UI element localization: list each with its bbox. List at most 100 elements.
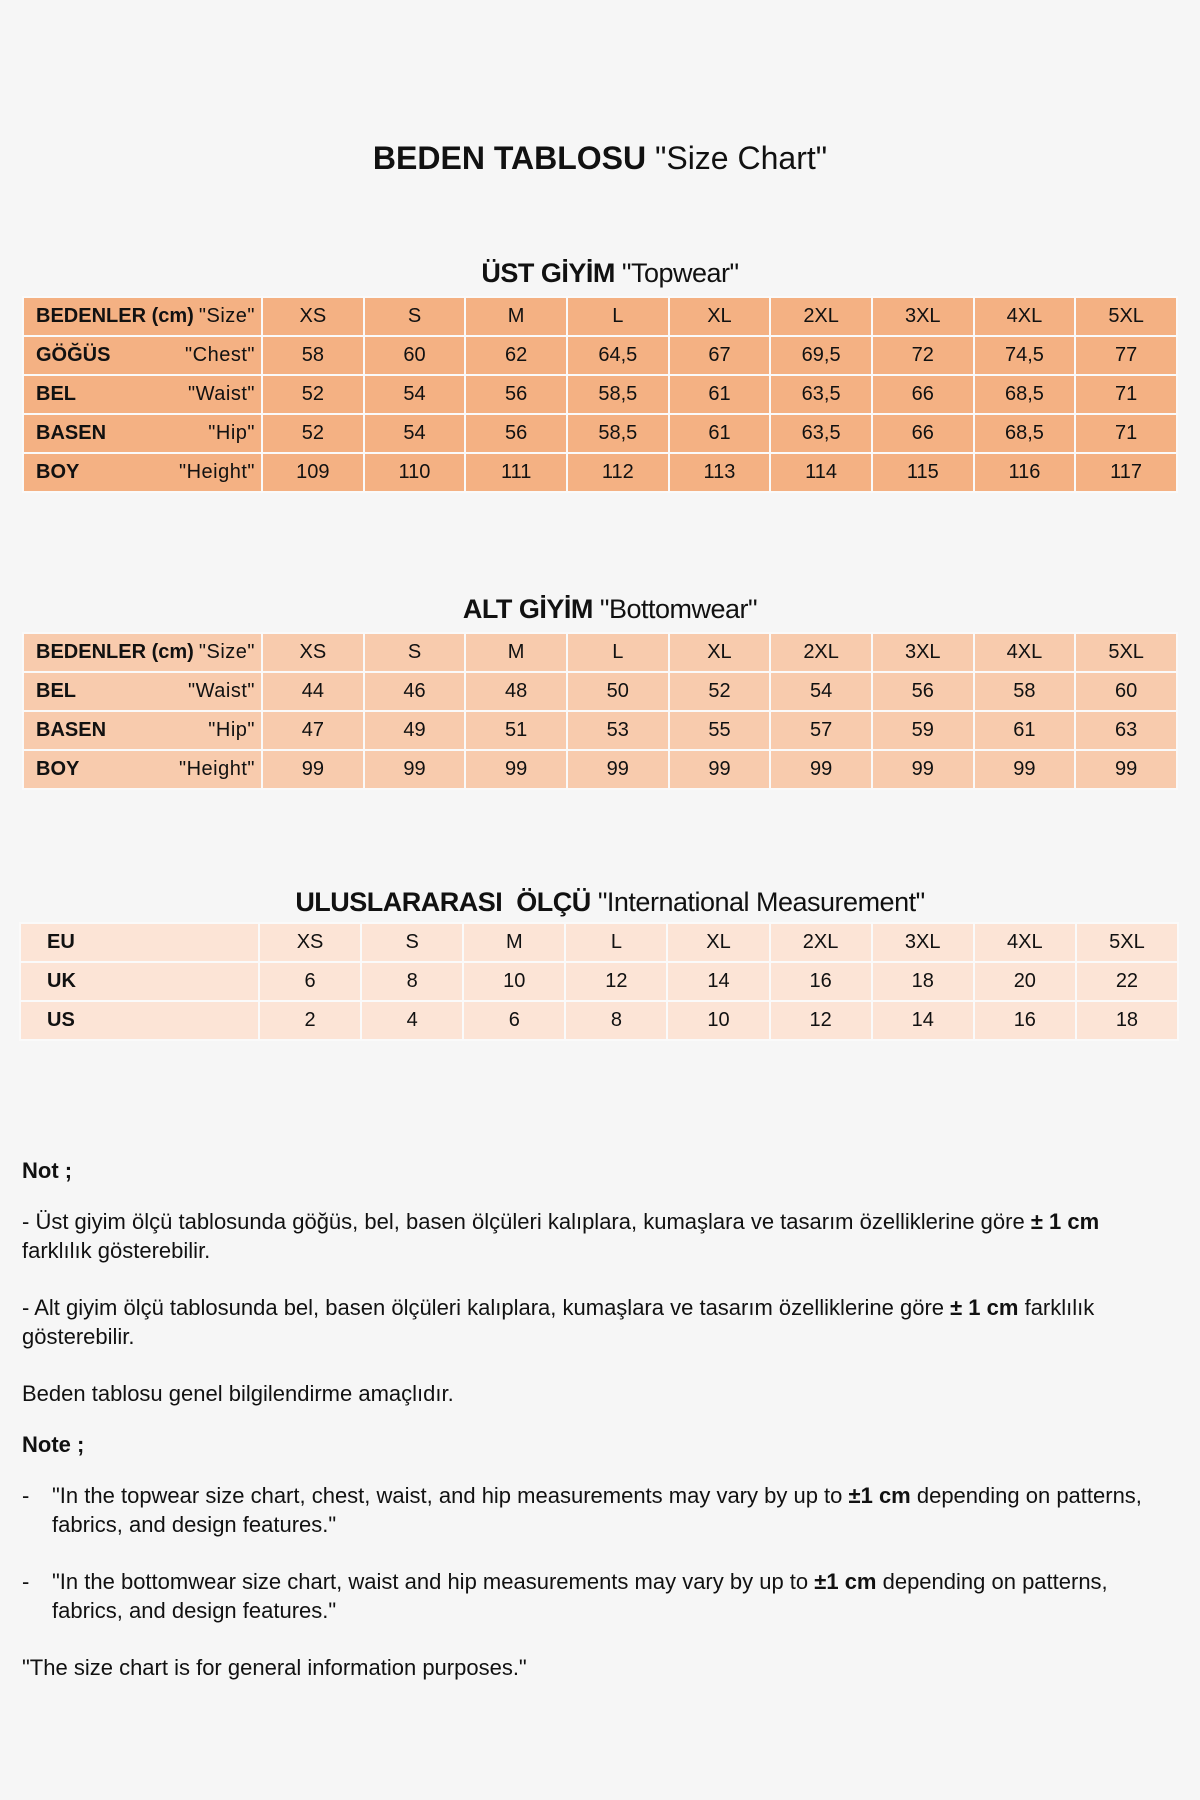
note-tr-3: Beden tablosu genel bilgilendirme amaçlı… (22, 1381, 454, 1406)
cell: 2XL (768, 922, 873, 963)
cell: 63,5 (769, 413, 873, 454)
cell: 22 (1074, 961, 1180, 1002)
cell: 52 (667, 671, 772, 712)
cell: 60 (1074, 671, 1178, 712)
international-heading: ULUSLARARASI ÖLÇÜ "International Measure… (295, 887, 925, 917)
row-label: BEDENLER (cm) "Size" (22, 296, 263, 337)
cell: XL (667, 632, 772, 673)
cell: 51 (464, 710, 568, 751)
cell: 14 (870, 1000, 975, 1041)
cell: 10 (666, 1000, 771, 1041)
page-title: BEDEN TABLOSU "Size Chart" (372, 140, 828, 176)
cell: 110 (362, 452, 467, 493)
cell: 63,5 (769, 374, 873, 415)
cell: 115 (870, 452, 975, 493)
cell: 71 (1074, 374, 1178, 415)
cell: 8 (564, 1000, 669, 1041)
cell: M (464, 632, 568, 673)
header-row: BEDENLER (cm) "Size" XS S M L XL 2XL 3XL 4XL 5XL (22, 296, 1178, 337)
cell: 99 (769, 749, 873, 790)
cell: 99 (870, 749, 975, 790)
cell: 12 (768, 1000, 873, 1041)
table-row: BEL "Waist" 52 54 56 58,5 61 63,5 66 68,5 71 (22, 374, 1178, 415)
cell: 58,5 (565, 413, 670, 454)
cell: 72 (870, 335, 975, 376)
international-table: EU XS S M L XL 2XL 3XL 4XL 5XL UK 6 8 10 12 14 16 18 20 22 U… (19, 922, 1180, 1041)
cell: 50 (565, 671, 670, 712)
cell: 62 (464, 335, 568, 376)
cell: 52 (261, 413, 365, 454)
cell: 16 (768, 961, 873, 1002)
cell: 56 (464, 413, 568, 454)
cell: 5XL (1074, 922, 1180, 963)
table-row: GÖĞÜS "Chest" 58 60 62 64,5 67 69,5 72 74,5 77 (22, 335, 1178, 376)
cell: 2XL (769, 632, 873, 673)
cell: XL (666, 922, 771, 963)
cell: 113 (667, 452, 772, 493)
cell: 58,5 (565, 374, 670, 415)
table-row: BEL "Waist" 44 46 48 50 52 54 56 58 60 (22, 671, 1178, 712)
cell: 54 (362, 374, 467, 415)
row-label: UK (19, 961, 260, 1002)
cell: 49 (362, 710, 467, 751)
cell: S (362, 632, 467, 673)
note-en-3: "The size chart is for general informati… (22, 1655, 527, 1680)
cell: XL (667, 296, 772, 337)
cell: 8 (360, 961, 465, 1002)
cell: 14 (666, 961, 771, 1002)
cell: 99 (362, 749, 467, 790)
header-row: BEDENLER (cm) "Size" XS S M L XL 2XL 3XL 4XL 5XL (22, 632, 1178, 673)
cell: 112 (565, 452, 670, 493)
cell: 64,5 (565, 335, 670, 376)
cell: 54 (769, 671, 873, 712)
cell: 5XL (1074, 632, 1178, 673)
cell: 44 (261, 671, 365, 712)
cell: 99 (565, 749, 670, 790)
cell: 48 (464, 671, 568, 712)
cell: 5XL (1074, 296, 1178, 337)
row-label: GÖĞÜS "Chest" (22, 335, 263, 376)
table-row: EU XS S M L XL 2XL 3XL 4XL 5XL (19, 922, 1180, 963)
cell: 56 (870, 671, 975, 712)
cell: 4XL (972, 922, 1077, 963)
cell: 6 (462, 1000, 567, 1041)
cell: 16 (972, 1000, 1077, 1041)
cell: 4 (360, 1000, 465, 1041)
note-en-2: - "In the bottomwear size chart, waist an… (22, 1569, 1108, 1623)
row-label: BEL "Waist" (22, 671, 263, 712)
cell: 52 (261, 374, 365, 415)
cell: 55 (667, 710, 772, 751)
cell: 2XL (769, 296, 873, 337)
cell: 99 (261, 749, 365, 790)
row-label: EU (19, 922, 260, 963)
note-tr-2: - Alt giyim ölçü tablosunda bel, basen ö… (22, 1295, 1095, 1349)
cell: 111 (464, 452, 568, 493)
cell: 4XL (972, 296, 1077, 337)
notes: Not ; - Üst giyim ölçü tablosunda göğüs,… (22, 1156, 1172, 1710)
cell: 54 (362, 413, 467, 454)
cell: L (565, 632, 670, 673)
cell: M (464, 296, 568, 337)
cell: 68,5 (972, 413, 1077, 454)
cell: 3XL (870, 922, 975, 963)
cell: 56 (464, 374, 568, 415)
notes-tr-heading: Not ; (22, 1158, 73, 1183)
cell: 61 (667, 374, 772, 415)
cell: 53 (565, 710, 670, 751)
table-row: BOY "Height" 99 99 99 99 99 99 99 99 99 (22, 749, 1178, 790)
cell: 66 (870, 374, 975, 415)
topwear-heading: ÜST GİYİM "Topwear" (481, 258, 739, 288)
cell: 99 (667, 749, 772, 790)
cell: 3XL (870, 296, 975, 337)
row-label: BEL "Waist" (22, 374, 263, 415)
cell: L (565, 296, 670, 337)
cell: 6 (257, 961, 363, 1002)
cell: 20 (972, 961, 1077, 1002)
cell: 63 (1074, 710, 1178, 751)
row-label: US (19, 1000, 260, 1041)
cell: 114 (769, 452, 873, 493)
cell: M (462, 922, 567, 963)
cell: 61 (667, 413, 772, 454)
row-label: BASEN "Hip" (22, 413, 263, 454)
cell: 117 (1074, 452, 1178, 493)
